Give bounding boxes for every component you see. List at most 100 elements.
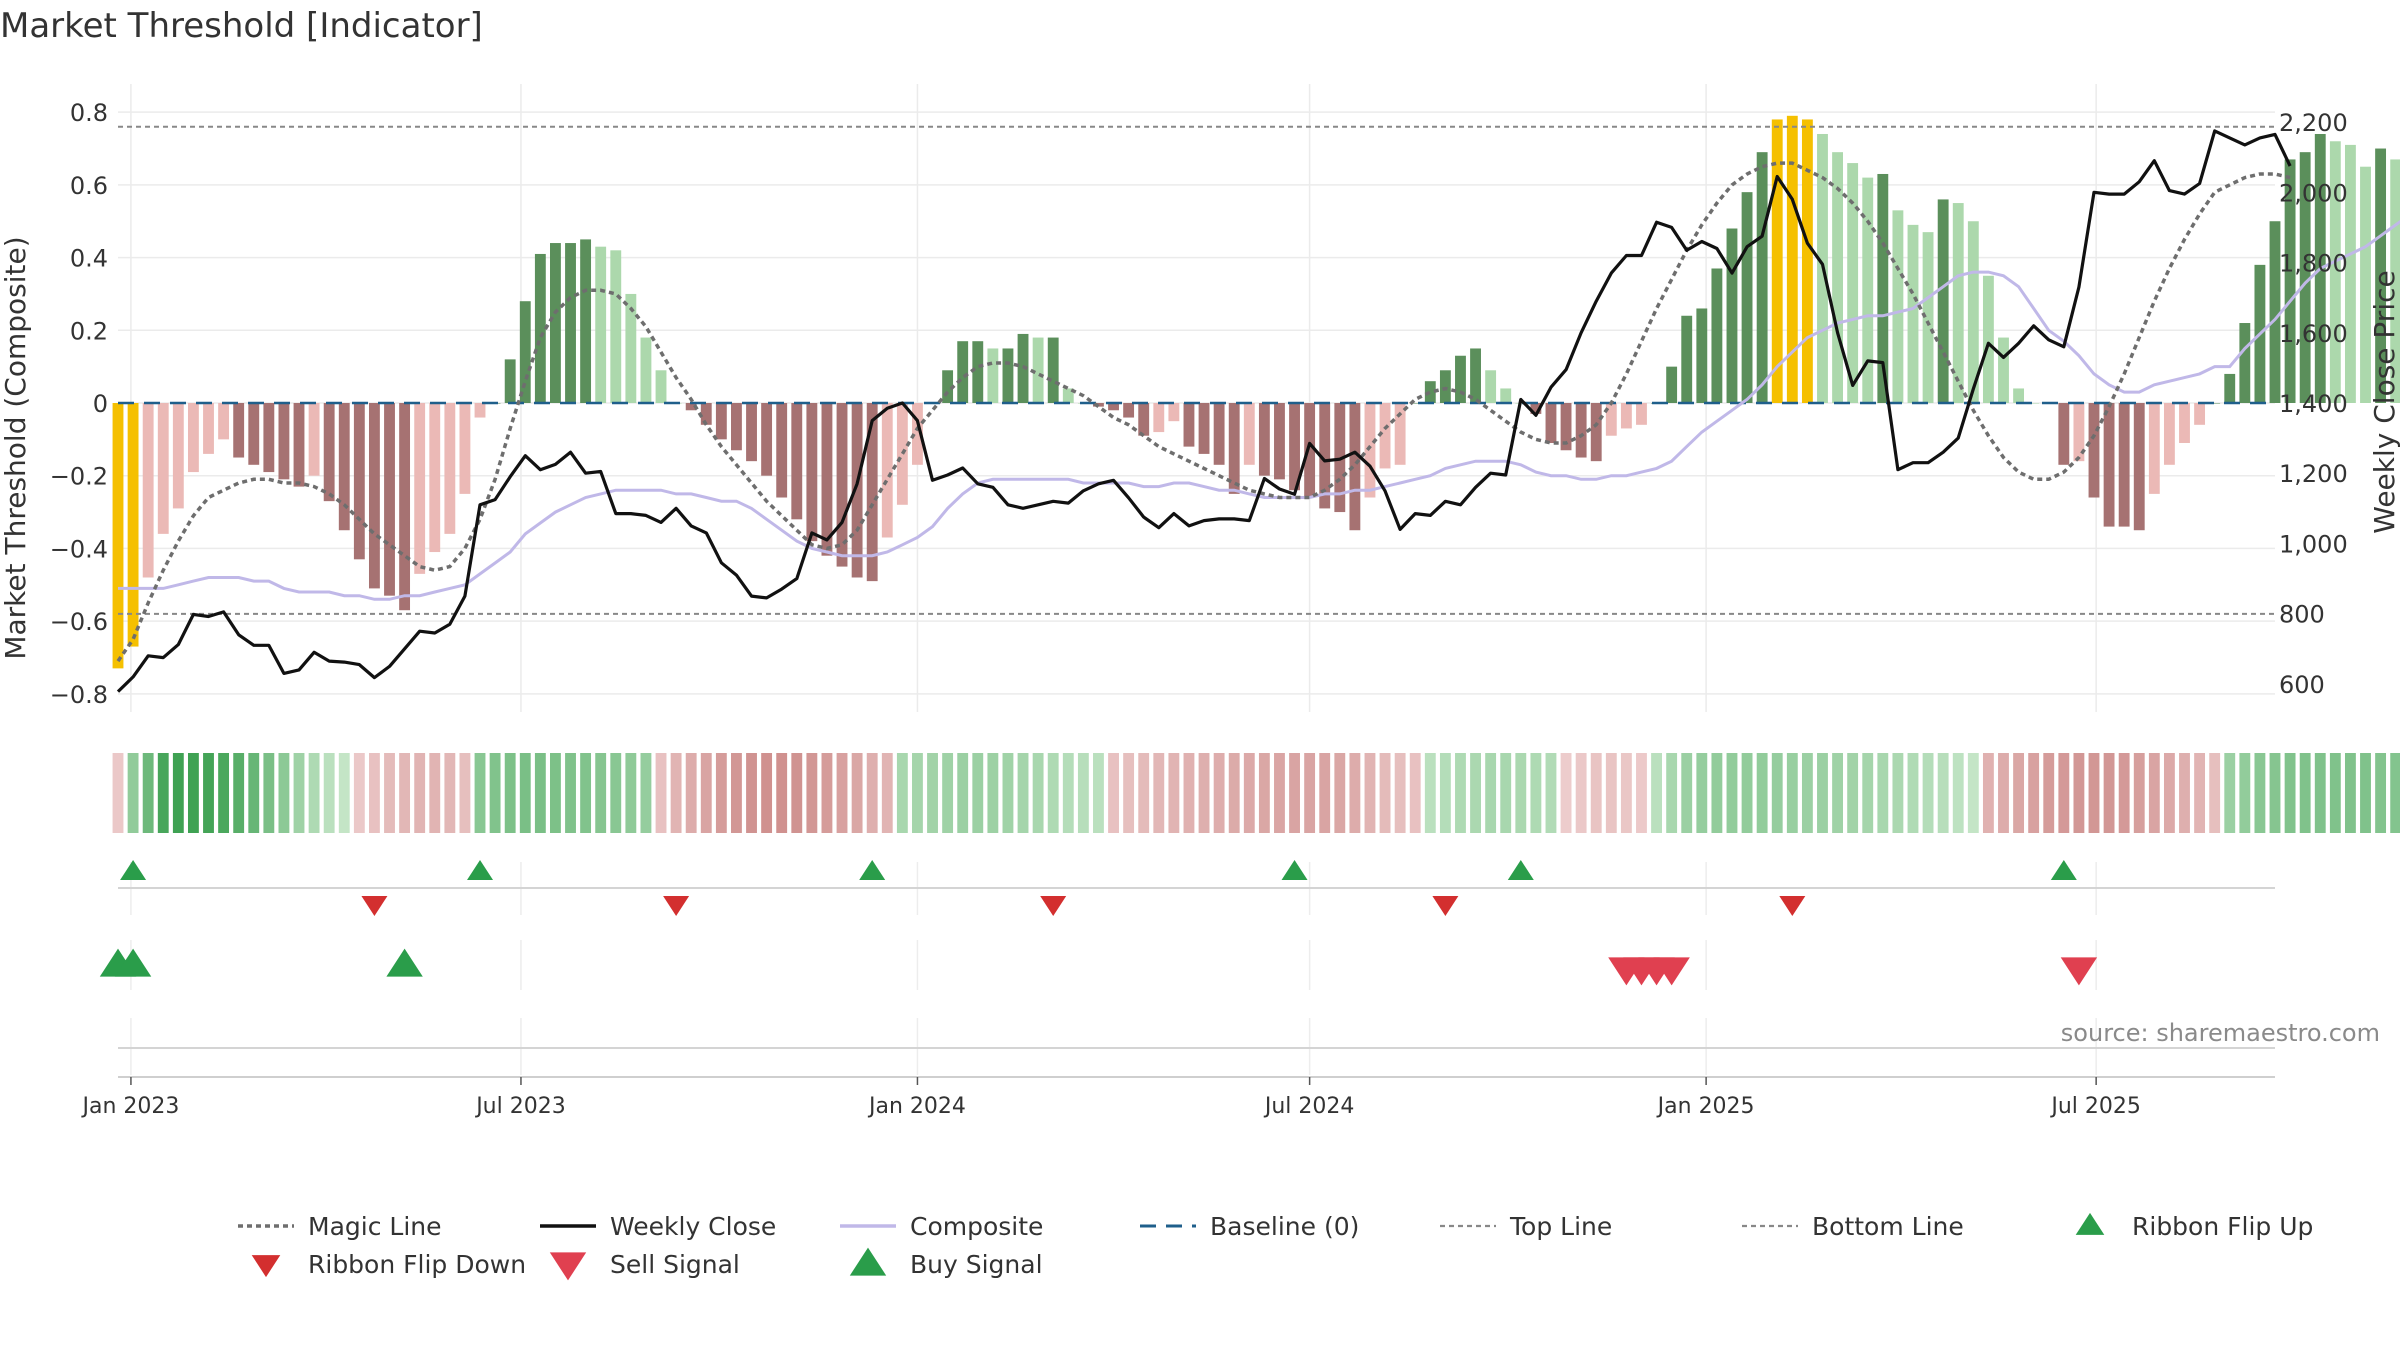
ribbon-cell — [384, 753, 395, 833]
ribbon-cell — [565, 753, 576, 833]
legend-label: Top Line — [1509, 1212, 1612, 1241]
histogram-bar — [1636, 403, 1647, 425]
ribbon-cell — [1847, 753, 1859, 833]
ribbon-cell — [1439, 753, 1451, 833]
ribbon-cell — [1801, 753, 1813, 833]
histogram-bar — [1786, 115, 1798, 403]
histogram-bar — [1228, 403, 1240, 494]
histogram-bar — [836, 403, 848, 567]
histogram-bar — [640, 337, 652, 403]
ribbon-cell — [610, 753, 622, 833]
ribbon-cell — [1515, 753, 1527, 833]
source-note: source: sharemaestro.com — [2061, 1019, 2380, 1047]
histogram-bar — [1605, 403, 1617, 436]
ribbon-cell — [263, 753, 275, 833]
ribbon-cell — [2194, 753, 2206, 833]
histogram-bar — [2269, 221, 2281, 403]
ribbon-cell — [1666, 753, 1678, 833]
ribbon-cell — [640, 753, 652, 833]
histogram-bar — [987, 348, 999, 403]
histogram-bar — [112, 403, 124, 669]
histogram-bar — [2073, 403, 2085, 462]
ribbon-cell — [534, 753, 546, 833]
histogram-bar — [972, 341, 984, 403]
ribbon-cell — [1756, 753, 1768, 833]
date-tick-label: Jul 2023 — [474, 1094, 566, 1119]
histogram-bar — [1289, 403, 1300, 491]
histogram-bar — [353, 403, 365, 560]
histogram-bar — [1500, 388, 1512, 403]
ribbon-cell — [2103, 753, 2115, 833]
ribbon-flip-down-marker — [1779, 896, 1806, 916]
left-tick-label: −0.8 — [50, 681, 108, 709]
ribbon-cell — [1077, 753, 1089, 833]
histogram-bar — [2148, 403, 2160, 494]
histogram-bar — [1213, 403, 1225, 465]
right-tick-label: 1,000 — [2279, 530, 2348, 558]
histogram-bar — [293, 403, 305, 487]
ribbon-cell — [1123, 753, 1135, 833]
ribbon-cell — [1982, 753, 1994, 833]
ribbon-cell — [278, 753, 290, 833]
ribbon-cell — [2299, 753, 2311, 833]
ribbon-cell — [1138, 753, 1150, 833]
histogram-bar — [2194, 403, 2206, 425]
left-tick-label: 0 — [93, 390, 108, 418]
histogram-bar — [1032, 337, 1044, 403]
histogram-bar — [1560, 403, 1572, 451]
ribbon-cell — [715, 753, 727, 833]
histogram-bar — [504, 359, 516, 403]
ribbon-cell — [2209, 753, 2221, 833]
ribbon-cell — [1349, 753, 1361, 833]
histogram-bar — [957, 341, 969, 403]
flip-panel-grid — [118, 862, 2275, 915]
histogram-bar — [1168, 403, 1180, 422]
chart-title: Market Threshold [Indicator] — [0, 6, 483, 46]
date-tick-label: Jan 2023 — [80, 1094, 179, 1119]
histogram-bar — [580, 239, 592, 403]
ribbon-cell — [806, 753, 818, 833]
histogram-bar — [1952, 203, 1964, 403]
histogram-bar — [1409, 403, 1421, 404]
signal-panel — [99, 940, 2275, 1049]
ribbon-cell — [142, 753, 154, 833]
ribbon-flip-up-marker — [859, 860, 886, 880]
ribbon-cell — [2344, 753, 2356, 833]
left-tick-label: 0.4 — [70, 245, 108, 273]
right-tick-label: 1,800 — [2279, 250, 2348, 278]
ribbon-flip-markers — [120, 860, 2077, 916]
histogram-bar — [1424, 381, 1436, 403]
histogram-bar — [1002, 348, 1014, 403]
signal-markers — [99, 948, 2098, 986]
ribbon-cell — [1093, 753, 1104, 833]
ribbon-cell — [353, 753, 365, 833]
ribbon-cell — [187, 753, 199, 833]
histogram-bar — [1153, 403, 1165, 433]
ribbon-cell — [625, 753, 637, 833]
histogram-bar — [1620, 403, 1632, 429]
histogram-bar — [942, 370, 954, 403]
histogram-bar — [1771, 119, 1783, 404]
histogram-bar — [1485, 370, 1497, 403]
ribbon-cell — [399, 753, 411, 833]
histogram-bar — [1847, 163, 1859, 403]
histogram-bar — [127, 403, 139, 647]
histogram-bar — [1243, 403, 1255, 465]
date-tick-label: Jul 2025 — [2049, 1094, 2141, 1119]
flip-panel — [118, 860, 2275, 916]
legend-item-composite: Composite — [840, 1212, 1043, 1241]
ribbon-cell — [429, 753, 441, 833]
ribbon-cell — [459, 753, 471, 833]
ribbon-cell — [248, 753, 260, 833]
histogram-bar — [1530, 403, 1542, 414]
ribbon-cell — [2314, 753, 2326, 833]
ribbon-cell — [972, 753, 984, 833]
histogram-bar — [685, 403, 697, 411]
histogram-bar — [1123, 403, 1135, 418]
histogram-bar — [534, 253, 546, 403]
histogram-bar — [2284, 159, 2296, 403]
ribbon-cell — [1575, 753, 1587, 833]
ribbon-cell — [1228, 753, 1240, 833]
histogram-bar — [1394, 403, 1406, 465]
legend-label: Composite — [910, 1212, 1043, 1241]
